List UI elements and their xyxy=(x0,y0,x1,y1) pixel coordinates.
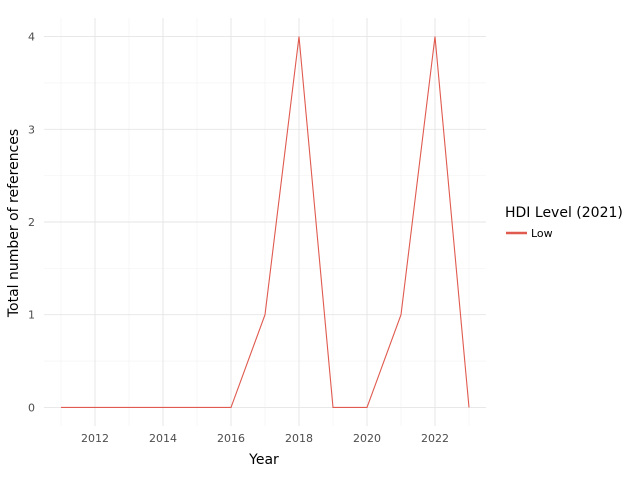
y-tick-label: 4 xyxy=(28,31,35,44)
x-tick-label: 2016 xyxy=(217,432,245,445)
x-tick-label: 2014 xyxy=(149,432,177,445)
y-axis-ticks: 0 1 2 3 4 xyxy=(28,31,35,415)
series-layer xyxy=(61,36,470,409)
x-axis-ticks: 2012 2014 2016 2018 2020 2022 xyxy=(81,432,449,445)
x-tick-label: 2020 xyxy=(353,432,381,445)
x-tick-label: 2012 xyxy=(81,432,109,445)
x-tick-label: 2018 xyxy=(285,432,313,445)
x-tick-label: 2022 xyxy=(421,432,449,445)
y-axis-title: Total number of references xyxy=(6,129,22,318)
legend-title: HDI Level (2021) xyxy=(505,205,623,221)
major-gridlines xyxy=(44,18,486,426)
y-tick-label: 3 xyxy=(28,123,35,136)
legend-label-low: Low xyxy=(531,227,553,240)
x-axis-title: Year xyxy=(248,452,279,468)
y-tick-label: 1 xyxy=(28,309,35,322)
legend: HDI Level (2021) Low xyxy=(505,205,623,240)
y-tick-label: 0 xyxy=(28,401,35,414)
series-line-low xyxy=(61,36,470,409)
y-tick-label: 2 xyxy=(28,216,35,229)
